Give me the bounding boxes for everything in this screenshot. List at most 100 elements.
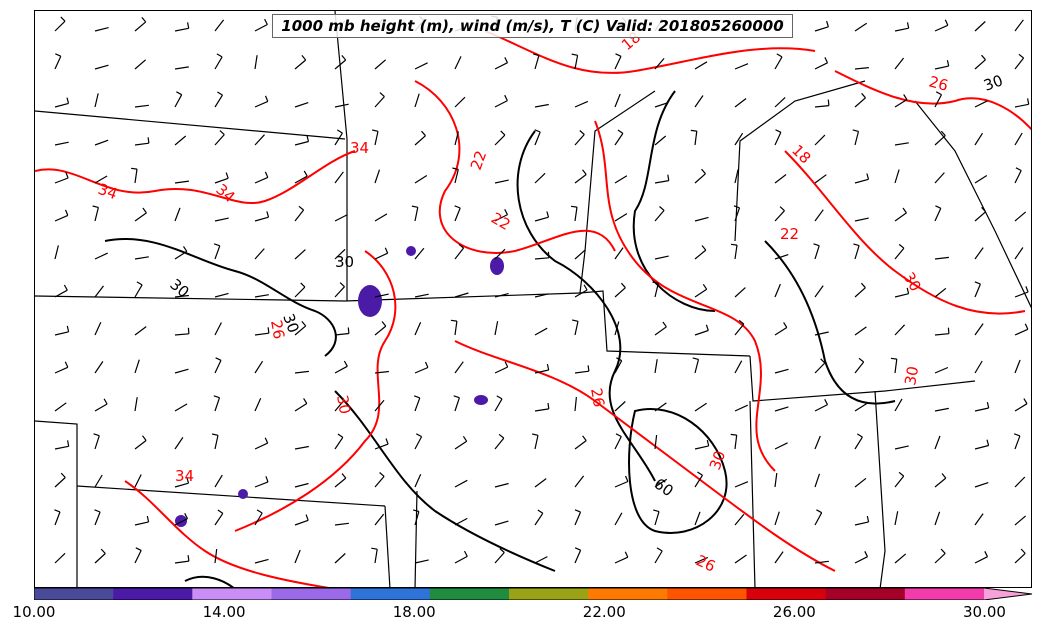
wind-barb	[614, 56, 622, 70]
wind-barb	[494, 520, 509, 526]
wind-barb-flag	[986, 401, 990, 409]
wind-barb	[574, 475, 585, 488]
wind-barb	[254, 360, 264, 374]
wind-barb	[974, 21, 986, 32]
state-borders	[35, 11, 1031, 587]
wind-barb	[974, 283, 981, 298]
wind-barb	[814, 174, 827, 184]
wind-barb	[934, 172, 945, 184]
wind-barb	[614, 287, 626, 298]
colorbar-tick-label: 22.00	[582, 603, 626, 621]
wind-barb	[1014, 247, 1024, 260]
wind-barb-flag	[1020, 548, 1026, 554]
wind-barb	[774, 283, 781, 298]
wind-barb	[734, 245, 738, 260]
wind-barb	[974, 407, 989, 412]
wind-barb	[774, 56, 783, 70]
colorbar-segment	[271, 588, 352, 600]
wind-barb	[894, 511, 899, 526]
wind-barb	[214, 56, 223, 70]
wind-barb-flag	[504, 361, 509, 368]
wind-barb	[654, 255, 669, 260]
wind-barb-flag	[816, 509, 822, 514]
wind-barb-flag	[587, 365, 590, 372]
wind-barb	[774, 326, 788, 336]
wind-barb-flag	[131, 167, 138, 170]
wind-barb	[334, 171, 344, 184]
wind-barb	[414, 174, 428, 184]
wind-barb	[934, 333, 949, 336]
wind-barb-flag	[64, 361, 69, 368]
wind-barb-flag	[411, 205, 418, 208]
wind-barb	[54, 245, 59, 260]
wind-barb	[894, 212, 907, 222]
wind-barb-flag	[60, 16, 66, 22]
height-label: 30	[279, 311, 302, 335]
wind-barb-flag	[984, 551, 989, 557]
wind-barb	[494, 398, 503, 412]
wind-barb-flag	[63, 284, 68, 291]
wind-barb	[734, 323, 745, 336]
wind-barb-flag	[146, 515, 150, 523]
wind-barb	[254, 558, 269, 564]
wind-barb	[334, 214, 348, 222]
wind-barb	[294, 209, 305, 222]
wind-barb	[374, 252, 388, 260]
wind-barb	[254, 55, 258, 70]
wind-barb-flag	[60, 472, 66, 478]
wind-barb	[414, 62, 428, 70]
wind-barb-flag	[652, 281, 659, 284]
wind-barb	[934, 135, 946, 146]
wind-barb	[974, 444, 989, 450]
height-contours	[104, 90, 896, 587]
wind-barb-flag	[779, 206, 785, 212]
wind-barb	[454, 555, 468, 564]
wind-barb-flag	[858, 357, 865, 363]
wind-barb	[614, 401, 626, 412]
wind-barb	[374, 169, 381, 184]
wind-barb	[614, 133, 624, 146]
wind-barb	[894, 247, 905, 260]
wind-barb-flag	[702, 283, 708, 290]
wind-barb-flag	[371, 547, 378, 550]
wind-barb	[54, 55, 62, 70]
wind-barb	[414, 321, 422, 336]
wind-barb	[854, 287, 866, 298]
wind-barb	[254, 512, 263, 526]
wind-barb	[214, 397, 221, 412]
wind-barb	[694, 173, 706, 184]
wind-barb	[494, 100, 508, 108]
wind-barb-flag	[454, 205, 461, 209]
wind-barb	[774, 473, 778, 488]
wind-barb-flag	[570, 205, 578, 208]
wind-barb	[54, 177, 69, 184]
wind-barb	[134, 142, 149, 146]
map-title: 1000 mb height (m), wind (m/s), T (C) Va…	[272, 14, 793, 38]
wind-barb	[934, 65, 949, 70]
wind-barb	[894, 359, 898, 374]
wind-barb	[934, 407, 949, 412]
wind-barb-flag	[860, 282, 866, 289]
wind-barb-flag	[384, 247, 389, 254]
colorbar-segment	[350, 588, 431, 600]
wind-barb	[814, 134, 826, 146]
wind-barb-flag	[135, 547, 142, 551]
wind-barb	[574, 289, 588, 298]
wind-barb	[614, 175, 628, 184]
wind-barb	[774, 210, 785, 222]
wind-barb	[854, 22, 868, 32]
wind-barb	[254, 23, 268, 32]
wind-barb	[214, 549, 218, 564]
wind-barb	[654, 102, 669, 108]
wind-barb	[374, 399, 385, 412]
wind-barb	[974, 174, 988, 184]
wind-barb	[174, 250, 188, 260]
wind-barb	[934, 435, 941, 450]
temp-label: 30	[901, 365, 922, 387]
wind-barb	[814, 560, 829, 564]
wind-barb-flag	[974, 281, 981, 285]
wind-barb	[694, 556, 709, 564]
wind-barb	[174, 207, 181, 222]
wind-barb	[214, 134, 225, 146]
wind-barb-flag	[463, 550, 468, 557]
